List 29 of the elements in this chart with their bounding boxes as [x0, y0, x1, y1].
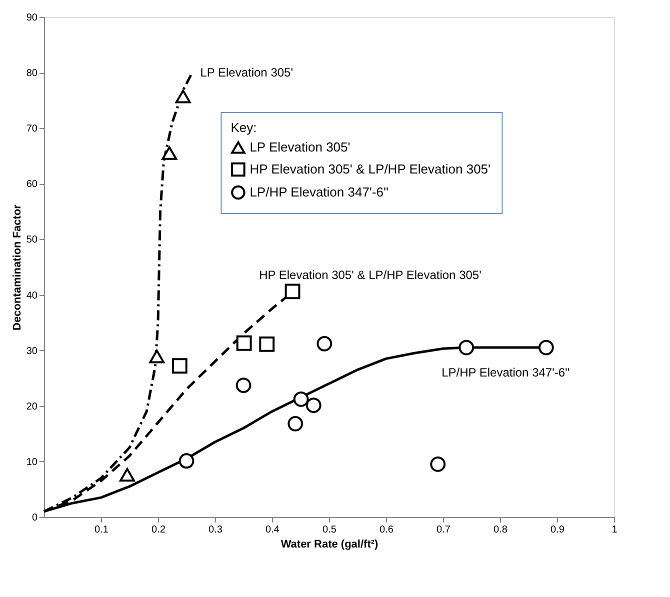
- y-tick-label: 70: [26, 124, 38, 135]
- y-tick-label: 30: [26, 346, 38, 357]
- x-tick-label: 0.9: [550, 524, 565, 536]
- y-tick-label: 50: [26, 234, 38, 246]
- x-tick-label: 0.5: [322, 524, 337, 536]
- y-tick-label: 20: [26, 401, 38, 412]
- legend-label: LP/HP Elevation 347'-6'': [250, 184, 388, 200]
- annotation: LP Elevation 305': [200, 66, 294, 80]
- x-tick-label: 1: [612, 524, 618, 536]
- x-tick-label: 0.7: [436, 524, 451, 536]
- legend-label: LP Elevation 305': [250, 140, 350, 154]
- x-tick-label: 0.4: [266, 524, 280, 536]
- legend-label: HP Elevation 305' & LP/HP Elevation 305': [250, 162, 491, 176]
- x-tick-label: 0.3: [208, 524, 223, 536]
- x-tick-label: 0.8: [494, 524, 508, 536]
- annotation: LP/HP Elevation 347'-6'': [442, 366, 570, 380]
- x-tick-label: 0.1: [94, 524, 109, 536]
- annotation: HP Elevation 305' & LP/HP Elevation 305': [259, 268, 482, 282]
- y-tick-label: 10: [26, 456, 38, 468]
- x-tick-label: 0.2: [152, 524, 166, 536]
- y-tick-label: 80: [26, 68, 38, 80]
- legend-title: Key:: [230, 120, 257, 135]
- x-tick-label: 0.6: [380, 524, 394, 536]
- y-tick-label: 90: [26, 12, 38, 24]
- x-axis-title: Water Rate (gal/ft²): [280, 538, 379, 550]
- y-tick-label: 40: [26, 290, 38, 302]
- y-tick-label: 0: [32, 512, 38, 524]
- y-axis-title: Decontamination Factor: [11, 204, 24, 330]
- y-tick-label: 60: [26, 179, 38, 190]
